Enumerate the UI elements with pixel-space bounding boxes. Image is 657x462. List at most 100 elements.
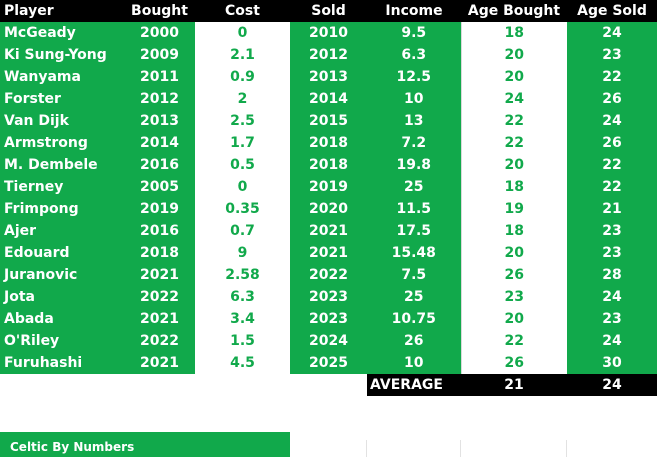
cell-player: Tierney	[0, 176, 124, 198]
cell-income: 19.8	[367, 154, 461, 176]
cell-age-sold: 22	[567, 66, 657, 88]
cell-bought: 2011	[124, 66, 195, 88]
cell-income: 25	[367, 176, 461, 198]
cell-income: 15.48	[367, 242, 461, 264]
cell-cost: 4.5	[195, 352, 290, 374]
cell-age-bought: 20	[460, 242, 567, 264]
cell-income: 11.5	[367, 198, 461, 220]
header-age-bought: Age Bought	[461, 0, 567, 22]
cell-player: M. Dembele	[0, 154, 124, 176]
cell-income: 7.2	[367, 132, 461, 154]
table-row: Edouard 2018 9 2021 15.48 20 23	[0, 242, 657, 264]
cell-age-bought: 22	[460, 110, 567, 132]
average-label: AVERAGE	[367, 374, 461, 396]
cell-bought: 2022	[124, 286, 195, 308]
cell-age-bought: 20	[460, 154, 567, 176]
cell-age-sold: 26	[567, 132, 657, 154]
cell-cost: 6.3	[195, 286, 290, 308]
cell-age-sold: 28	[567, 264, 657, 286]
table-row: Ajer 2016 0.7 2021 17.5 18 23	[0, 220, 657, 242]
table-row: Ki Sung-Yong 2009 2.1 2012 6.3 20 23	[0, 44, 657, 66]
cell-sold: 2021	[290, 220, 367, 242]
table-row: Forster 2012 2 2014 10 24 26	[0, 88, 657, 110]
cell-income: 10	[367, 352, 461, 374]
header-income: Income	[367, 0, 461, 22]
header-sold: Sold	[290, 0, 367, 22]
cell-income: 10	[367, 88, 461, 110]
cell-cost: 0	[195, 176, 290, 198]
cell-cost: 0	[195, 22, 290, 44]
table-row: Frimpong 2019 0.35 2020 11.5 19 21	[0, 198, 657, 220]
grid-line	[366, 440, 367, 457]
cell-sold: 2025	[290, 352, 367, 374]
cell-player: Van Dijk	[0, 110, 124, 132]
cell-age-bought: 18	[460, 176, 567, 198]
cell-bought: 2016	[124, 220, 195, 242]
table-row: Abada 2021 3.4 2023 10.75 20 23	[0, 308, 657, 330]
cell-income: 10.75	[367, 308, 461, 330]
table-row: M. Dembele 2016 0.5 2018 19.8 20 22	[0, 154, 657, 176]
cell-bought: 2019	[124, 198, 195, 220]
cell-income: 17.5	[367, 220, 461, 242]
cell-bought: 2009	[124, 44, 195, 66]
average-spacer	[0, 374, 367, 396]
cell-income: 26	[367, 330, 461, 352]
cell-age-sold: 30	[567, 352, 657, 374]
cell-income: 13	[367, 110, 461, 132]
table-row: Armstrong 2014 1.7 2018 7.2 22 26	[0, 132, 657, 154]
cell-age-sold: 24	[567, 22, 657, 44]
cell-age-sold: 24	[567, 110, 657, 132]
cell-cost: 1.7	[195, 132, 290, 154]
cell-sold: 2018	[290, 154, 367, 176]
cell-player: Wanyama	[0, 66, 124, 88]
cell-cost: 2.5	[195, 110, 290, 132]
cell-age-bought: 24	[460, 88, 567, 110]
cell-age-sold: 24	[567, 330, 657, 352]
cell-cost: 9	[195, 242, 290, 264]
cell-bought: 2022	[124, 330, 195, 352]
header-cost: Cost	[195, 0, 290, 22]
cell-player: Abada	[0, 308, 124, 330]
cell-income: 12.5	[367, 66, 461, 88]
cell-age-sold: 21	[567, 198, 657, 220]
cell-cost: 1.5	[195, 330, 290, 352]
cell-player: Forster	[0, 88, 124, 110]
transfer-table: Player Bought Cost Sold Income Age Bough…	[0, 0, 657, 396]
cell-age-bought: 20	[460, 308, 567, 330]
cell-age-bought: 18	[460, 22, 567, 44]
cell-player: Jota	[0, 286, 124, 308]
cell-bought: 2012	[124, 88, 195, 110]
cell-age-bought: 23	[460, 286, 567, 308]
cell-sold: 2020	[290, 198, 367, 220]
table-row: McGeady 2000 0 2010 9.5 18 24	[0, 22, 657, 44]
cell-bought: 2016	[124, 154, 195, 176]
cell-age-bought: 20	[460, 66, 567, 88]
table-row: Furuhashi 2021 4.5 2025 10 26 30	[0, 352, 657, 374]
cell-cost: 2.1	[195, 44, 290, 66]
cell-age-bought: 26	[460, 352, 567, 374]
cell-age-sold: 22	[567, 154, 657, 176]
cell-cost: 0.7	[195, 220, 290, 242]
cell-cost: 0.9	[195, 66, 290, 88]
grid-line	[460, 440, 461, 457]
cell-cost: 2	[195, 88, 290, 110]
average-row: AVERAGE 21 24	[0, 374, 657, 396]
cell-player: Ajer	[0, 220, 124, 242]
cell-age-sold: 23	[567, 308, 657, 330]
cell-age-sold: 24	[567, 286, 657, 308]
cell-bought: 2014	[124, 132, 195, 154]
header-age-sold: Age Sold	[567, 0, 657, 22]
cell-sold: 2018	[290, 132, 367, 154]
cell-age-sold: 23	[567, 44, 657, 66]
cell-bought: 2021	[124, 308, 195, 330]
cell-age-sold: 22	[567, 176, 657, 198]
cell-sold: 2023	[290, 308, 367, 330]
cell-cost: 2.58	[195, 264, 290, 286]
cell-sold: 2023	[290, 286, 367, 308]
cell-player: Furuhashi	[0, 352, 124, 374]
cell-player: Ki Sung-Yong	[0, 44, 124, 66]
cell-age-sold: 23	[567, 242, 657, 264]
cell-bought: 2000	[124, 22, 195, 44]
cell-player: McGeady	[0, 22, 124, 44]
cell-sold: 2015	[290, 110, 367, 132]
